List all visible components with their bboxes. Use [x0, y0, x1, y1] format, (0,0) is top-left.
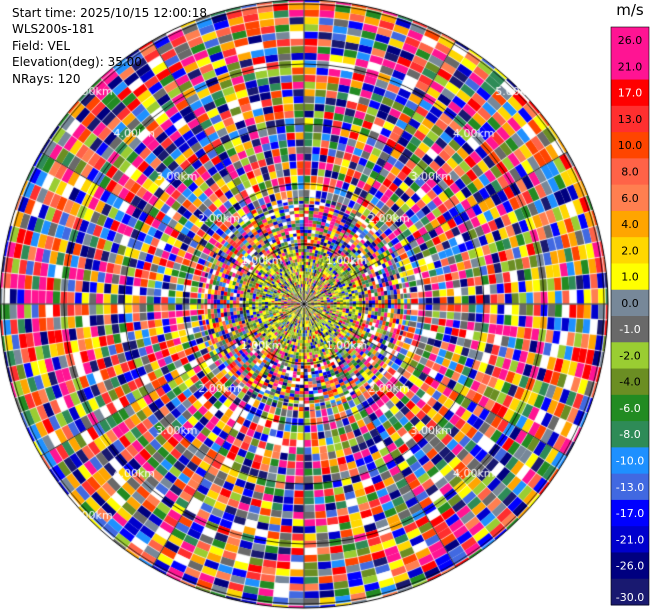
colorbar-segment: [611, 421, 649, 448]
colorbar-tick-label: -8.0: [619, 428, 640, 441]
colorbar-tick-label: -21.0: [616, 533, 644, 546]
colorbar-tick-label: 26.0: [618, 34, 643, 47]
colorbar-tick-label: -30.0: [616, 591, 644, 604]
colorbar-tick-label: -1.0: [619, 323, 640, 336]
colorbar-tick-label: 13.0: [618, 113, 643, 126]
colorbar-segment: [611, 210, 649, 238]
colorbar-segment: [611, 473, 649, 501]
colorbar-tick-label: -26.0: [616, 560, 644, 573]
colorbar-tick-label: -2.0: [619, 349, 640, 362]
colorbar-tick-label: 6.0: [621, 192, 639, 205]
plot-info: Start time: 2025/10/15 12:00:18 WLS200s-…: [12, 5, 207, 87]
site-label: WLS200s-181: [12, 22, 95, 37]
colorbar-tick-label: 17.0: [618, 87, 643, 100]
colorbar-segment: [611, 263, 649, 291]
field-label: Field: VEL: [12, 38, 71, 53]
colorbar-tick-label: 10.0: [618, 139, 643, 152]
colorbar-tick-label: 1.0: [621, 271, 639, 284]
colorbar-tick-label: -17.0: [616, 507, 644, 520]
colorbar-segment: [611, 578, 649, 606]
colorbar-segment: [611, 158, 649, 186]
colorbar-segment: [611, 342, 649, 370]
colorbar-segment: [611, 526, 649, 553]
colorbar-tick-label: -4.0: [619, 376, 640, 389]
nrays-label: NRays: 120: [12, 71, 81, 86]
colorbar-segment: [611, 447, 649, 475]
colorbar-title: m/s: [616, 1, 644, 19]
colorbar-segment: [611, 368, 649, 396]
colorbar-segment: [611, 316, 649, 343]
colorbar-tick-label: 4.0: [621, 218, 639, 231]
colorbar-segment: [611, 27, 649, 54]
colorbar-segment: [611, 79, 649, 107]
colorbar-segment: [611, 237, 649, 264]
colorbar-tick-label: 21.0: [618, 60, 643, 73]
colorbar-tick-label: -13.0: [616, 481, 644, 494]
colorbar-segment: [611, 289, 649, 317]
colorbar-segment: [611, 394, 649, 422]
colorbar-segment: [611, 132, 649, 159]
colorbar-segment: [611, 499, 649, 527]
colorbar-tick-label: 8.0: [621, 166, 639, 179]
colorbar-tick-label: -6.0: [619, 402, 640, 415]
colorbar-segment: [611, 105, 649, 133]
colorbar-border: [610, 26, 650, 606]
colorbar-tick-label: -10.0: [616, 455, 644, 468]
elevation-label: Elevation(deg): 35.00: [12, 55, 142, 70]
start-time-label: Start time: 2025/10/15 12:00:18: [12, 6, 207, 20]
colorbar-segment: [611, 552, 649, 580]
colorbar-segment: [611, 53, 649, 81]
colorbar-tick-label: 0.0: [621, 297, 639, 310]
colorbar-segment: [611, 184, 649, 212]
colorbar-tick-label: 2.0: [621, 244, 639, 257]
